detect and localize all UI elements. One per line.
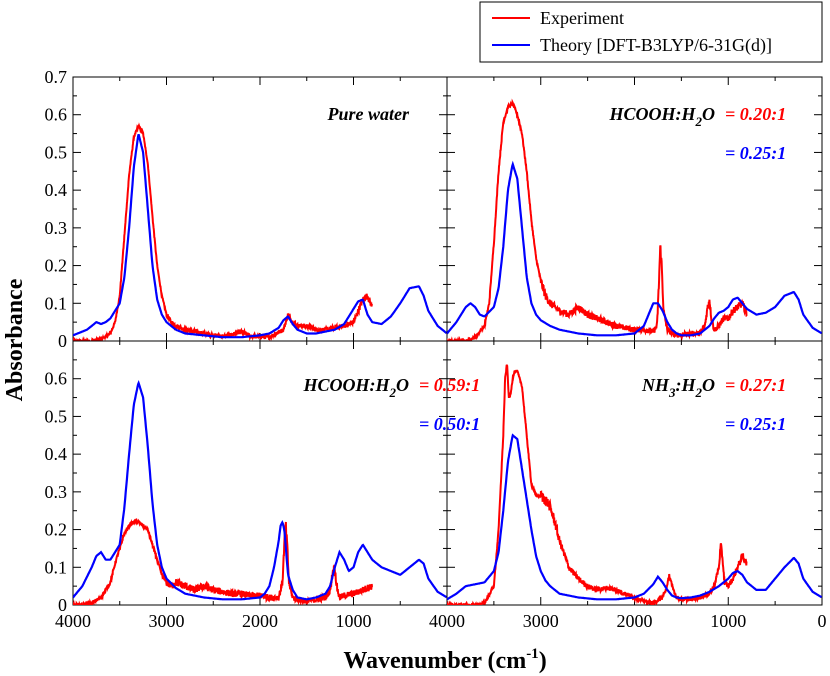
series-experiment — [447, 98, 748, 341]
series-experiment — [447, 364, 748, 605]
panel-title: NH3:H2O — [641, 375, 715, 400]
x-tick-label: 4000 — [429, 611, 465, 631]
panel-title-tail: O — [702, 104, 715, 124]
x-axis-title-main: Wavenumber (cm — [343, 648, 526, 674]
panel-title-sub2: 2 — [695, 385, 703, 400]
y-tick-label: 0.5 — [45, 406, 68, 426]
panel-title-main: HCOOH:H — [302, 375, 390, 395]
panel-title-sub: 2 — [695, 114, 703, 129]
y-tick-label: 0.7 — [45, 67, 68, 87]
y-tick-label: 0.2 — [45, 520, 68, 540]
legend: Experiment Theory [DFT-B3LYP/6-31G(d)] — [479, 1, 823, 63]
ratio-annotation: = 0.27:1 — [725, 375, 786, 395]
y-tick-label: 0.6 — [45, 105, 68, 125]
series-experiment — [73, 122, 373, 341]
y-tick-label: 0.3 — [45, 482, 68, 502]
y-tick-label: 0.4 — [45, 180, 68, 200]
x-axis-title-sup: -1 — [526, 646, 539, 662]
y-axis-title: Absorbance — [2, 278, 28, 401]
panel-title-sub: 3 — [668, 385, 676, 400]
panel-top-left: 0 0.1 0.2 0.3 0.4 0.5 0.6 0.7 Pure water — [45, 67, 448, 351]
x-axis-title-close: ) — [539, 648, 547, 674]
y-tick-label: 0 — [58, 595, 67, 615]
panel-top-right: HCOOH:H2O = 0.20:1 = 0.25:1 — [446, 76, 823, 342]
x-tick-label: 1000 — [336, 611, 372, 631]
series-theory — [447, 433, 822, 601]
ratio-annotation: = 0.25:1 — [725, 143, 786, 163]
panel-title-main: HCOOH:H — [608, 104, 696, 124]
panel-bottom-left: 0 0.1 0.2 0.3 0.4 0.5 0.6 4000 3000 2000 1000 HCOOH… — [45, 340, 480, 631]
x-tick-label: 0 — [818, 611, 827, 631]
y-tick-label: 0.2 — [45, 256, 68, 276]
y-tick-label: 0.6 — [45, 369, 68, 389]
panel-title: HCOOH:H2O — [302, 375, 409, 400]
panel-frame — [72, 340, 448, 606]
legend-label-theory: Theory [DFT-B3LYP/6-31G(d)] — [540, 35, 772, 56]
panel-bottom-right: 4000 3000 2000 1000 0 NH3:H2O = 0.27:1 = 0.25:1 — [429, 340, 827, 631]
panel-title: Pure water — [326, 104, 409, 124]
y-tick-label: 0.1 — [45, 293, 68, 313]
x-tick-label: 1000 — [710, 611, 746, 631]
ratio-annotation: = 0.20:1 — [725, 104, 786, 124]
y-tick-label: 0 — [58, 331, 67, 351]
panel-title-main: NH — [641, 375, 670, 395]
panel-title-sub: 2 — [389, 385, 397, 400]
series-theory — [73, 134, 447, 339]
x-tick-label: 2000 — [617, 611, 653, 631]
ratio-annotation: = 0.50:1 — [419, 414, 480, 434]
x-tick-label: 3000 — [523, 611, 559, 631]
x-tick-label: 4000 — [55, 611, 91, 631]
panel-title-tail: O — [396, 375, 409, 395]
series-theory — [447, 160, 822, 337]
ratio-annotation: = 0.25:1 — [725, 414, 786, 434]
y-tick-label: 0.4 — [45, 444, 68, 464]
y-tick-label: 0.1 — [45, 557, 68, 577]
y-tick-label: 0.5 — [45, 142, 68, 162]
panel-title-tail: :H — [676, 375, 697, 395]
panel-title: HCOOH:H2O — [608, 104, 715, 129]
x-tick-label: 3000 — [149, 611, 185, 631]
y-tick-label: 0.3 — [45, 218, 68, 238]
x-axis-title: Wavenumber (cm-1) — [343, 646, 546, 674]
panel-title-tail2: O — [702, 375, 715, 395]
series-theory — [73, 379, 447, 601]
legend-label-experiment: Experiment — [540, 8, 624, 28]
legend-box — [479, 1, 823, 63]
ratio-annotation: = 0.59:1 — [419, 375, 480, 395]
x-tick-label: 2000 — [242, 611, 278, 631]
series-experiment — [73, 517, 373, 605]
